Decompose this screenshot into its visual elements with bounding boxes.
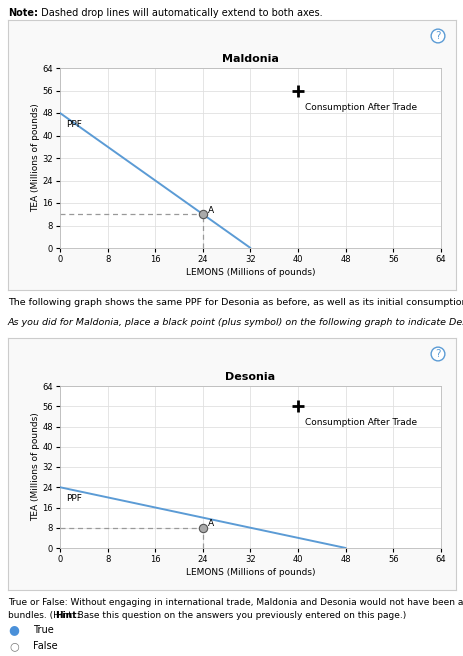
Y-axis label: TEA (Millions of pounds): TEA (Millions of pounds) (31, 104, 39, 213)
Text: ?: ? (434, 31, 440, 41)
Text: A: A (207, 205, 213, 215)
Text: ○: ○ (9, 641, 19, 651)
X-axis label: LEMONS (Millions of pounds): LEMONS (Millions of pounds) (185, 568, 314, 577)
Text: True: True (32, 625, 53, 635)
Text: A: A (207, 520, 213, 528)
Text: False: False (32, 641, 57, 651)
Y-axis label: TEA (Millions of pounds): TEA (Millions of pounds) (31, 413, 39, 522)
Text: Note:: Note: (8, 8, 38, 18)
Text: The following graph shows the same PPF for Desonia as before, as well as its ini: The following graph shows the same PPF f… (8, 298, 463, 307)
Text: bundles. (Hint: Base this question on the answers you previously entered on this: bundles. (Hint: Base this question on th… (8, 611, 406, 620)
Title: Maldonia: Maldonia (222, 54, 278, 64)
Text: PPF: PPF (66, 493, 81, 502)
Text: Hint:: Hint: (55, 611, 80, 620)
Text: Consumption After Trade: Consumption After Trade (305, 103, 417, 112)
Text: As you did for Maldonia, place a black point (plus symbol) on the following grap: As you did for Maldonia, place a black p… (8, 318, 463, 327)
Text: ?: ? (434, 349, 440, 359)
Text: Dashed drop lines will automatically extend to both axes.: Dashed drop lines will automatically ext… (38, 8, 322, 18)
X-axis label: LEMONS (Millions of pounds): LEMONS (Millions of pounds) (185, 268, 314, 277)
Text: PPF: PPF (66, 120, 81, 129)
Title: Desonia: Desonia (225, 373, 275, 382)
Text: True or False: Without engaging in international trade, Maldonia and Desonia wou: True or False: Without engaging in inter… (8, 598, 463, 607)
Text: Consumption After Trade: Consumption After Trade (305, 418, 417, 426)
Text: ●: ● (8, 623, 19, 636)
